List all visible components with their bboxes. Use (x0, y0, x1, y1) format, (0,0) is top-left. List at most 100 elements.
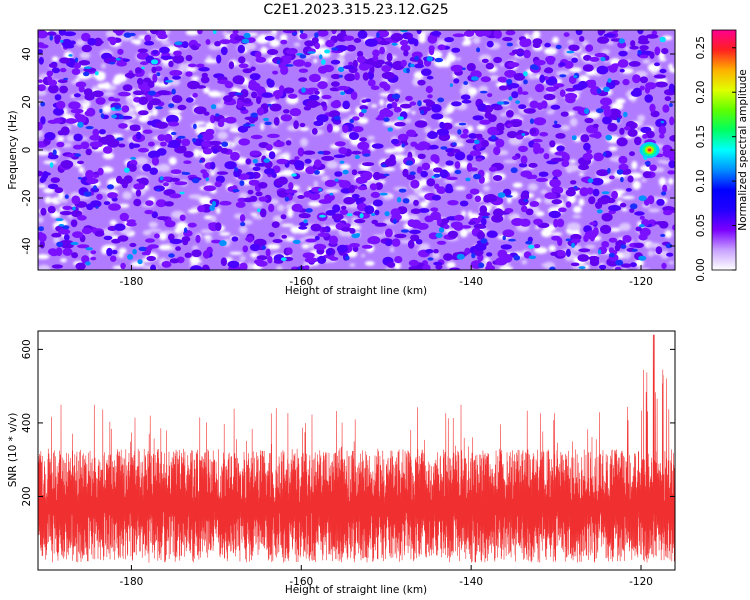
heatmap-cell (63, 77, 69, 81)
heatmap-cell (362, 162, 375, 167)
heatmap-cell (73, 93, 81, 98)
heatmap-cell (191, 249, 202, 258)
heatmap-cell (390, 208, 401, 217)
snr-x-label: Height of straight line (km) (285, 584, 427, 596)
heatmap-cell (325, 209, 336, 216)
heatmap-cell (267, 103, 272, 107)
heatmap-cell (349, 132, 359, 140)
heatmap-cell (384, 239, 393, 247)
heatmap-cell (52, 149, 57, 156)
heatmap-cell (622, 78, 630, 86)
heatmap-cell (243, 98, 252, 104)
heatmap-cell (321, 155, 335, 161)
heatmap-cell (228, 61, 235, 70)
heatmap-cell (164, 201, 174, 207)
heatmap-cell (38, 150, 50, 156)
heatmap-cell (156, 82, 171, 88)
heatmap-cell (357, 50, 364, 58)
heatmap-cell (231, 236, 239, 242)
heatmap-cell (55, 218, 64, 222)
heatmap-cell (49, 162, 54, 168)
heatmap-cell (342, 169, 349, 175)
heatmap-cell (569, 67, 582, 73)
heatmap-cell (455, 186, 466, 191)
heatmap-cell (158, 231, 168, 241)
heatmap-cell (126, 97, 134, 105)
heatmap-cell (85, 126, 94, 130)
heatmap-cell (38, 216, 44, 223)
heatmap-cell (39, 44, 49, 49)
snr-x-axis: -180 -160 -140 -120 (120, 565, 653, 588)
heatmap-cell (334, 45, 348, 52)
heatmap-cell (500, 112, 507, 117)
heatmap-cell (227, 260, 240, 269)
heatmap-cell (63, 234, 70, 241)
heatmap-cell (370, 104, 378, 108)
heatmap-cell (664, 96, 672, 102)
heatmap-cell (239, 255, 246, 261)
heatmap-cell (272, 70, 279, 75)
heatmap-cell (533, 218, 543, 225)
heatmap-cell (597, 249, 602, 255)
heatmap-cell (38, 79, 43, 83)
heatmap-cell (403, 50, 409, 57)
heatmap-cell (265, 248, 271, 257)
heatmap-cell (102, 244, 117, 251)
heatmap-cell (339, 163, 351, 170)
heatmap-cell (151, 156, 160, 166)
heatmap-cell (118, 203, 130, 208)
heatmap-cell (407, 219, 417, 228)
heatmap-cell (435, 264, 443, 270)
heatmap-cell (391, 42, 398, 46)
heatmap-cell (59, 211, 73, 216)
heatmap-cell (266, 78, 273, 86)
heatmap-cell (71, 210, 83, 218)
heatmap-cell (462, 41, 467, 46)
heatmap-cell (141, 251, 149, 256)
heatmap-cell (436, 128, 449, 136)
snr-y-axis: 200 400 600 (21, 339, 675, 506)
heatmap-cell (285, 247, 293, 255)
heatmap-y-axis: -40 -20 0 20 40 (21, 47, 675, 255)
heatmap-cell (158, 244, 171, 251)
heatmap-cell (600, 57, 606, 62)
heatmap-cell (235, 201, 246, 208)
heatmap-cell (221, 141, 229, 147)
heatmap-cell (544, 47, 558, 55)
heatmap-cell (669, 135, 675, 142)
heatmap-cell (362, 72, 370, 81)
heatmap-cell (192, 259, 203, 263)
heatmap-cell (583, 234, 589, 243)
heatmap-cell (443, 253, 453, 261)
heatmap-cell (354, 72, 360, 81)
heatmap-cell (354, 219, 366, 224)
heatmap-cell (135, 189, 142, 197)
heatmap-cell (622, 235, 632, 243)
heatmap-cell (419, 243, 430, 249)
heatmap-cell (510, 167, 518, 174)
heatmap-cell (199, 196, 212, 206)
heatmap-cell (114, 104, 121, 109)
heatmap-cell (317, 255, 327, 264)
heatmap-cell (97, 167, 104, 176)
heatmap-cell (228, 93, 235, 98)
heatmap-cell (40, 207, 47, 216)
heatmap-cell (525, 240, 533, 245)
heatmap-cell (462, 67, 466, 71)
heatmap-cell (334, 171, 343, 177)
heatmap-cell (506, 78, 513, 85)
heatmap-cell (172, 54, 185, 64)
heatmap-cell (374, 222, 387, 227)
heatmap-cell (472, 115, 484, 121)
heatmap-cell (272, 215, 283, 223)
heatmap-cell (463, 81, 468, 85)
heatmap-cell (446, 261, 456, 269)
heatmap-cell (520, 170, 532, 178)
heatmap-cell (565, 164, 579, 172)
heatmap-cell (38, 49, 43, 54)
heatmap-cell (480, 76, 491, 83)
heatmap-cell (193, 148, 201, 158)
heatmap-cell (227, 143, 233, 149)
heatmap-cell (58, 224, 65, 227)
heatmap-y-label: Frequency (Hz) (7, 110, 19, 189)
